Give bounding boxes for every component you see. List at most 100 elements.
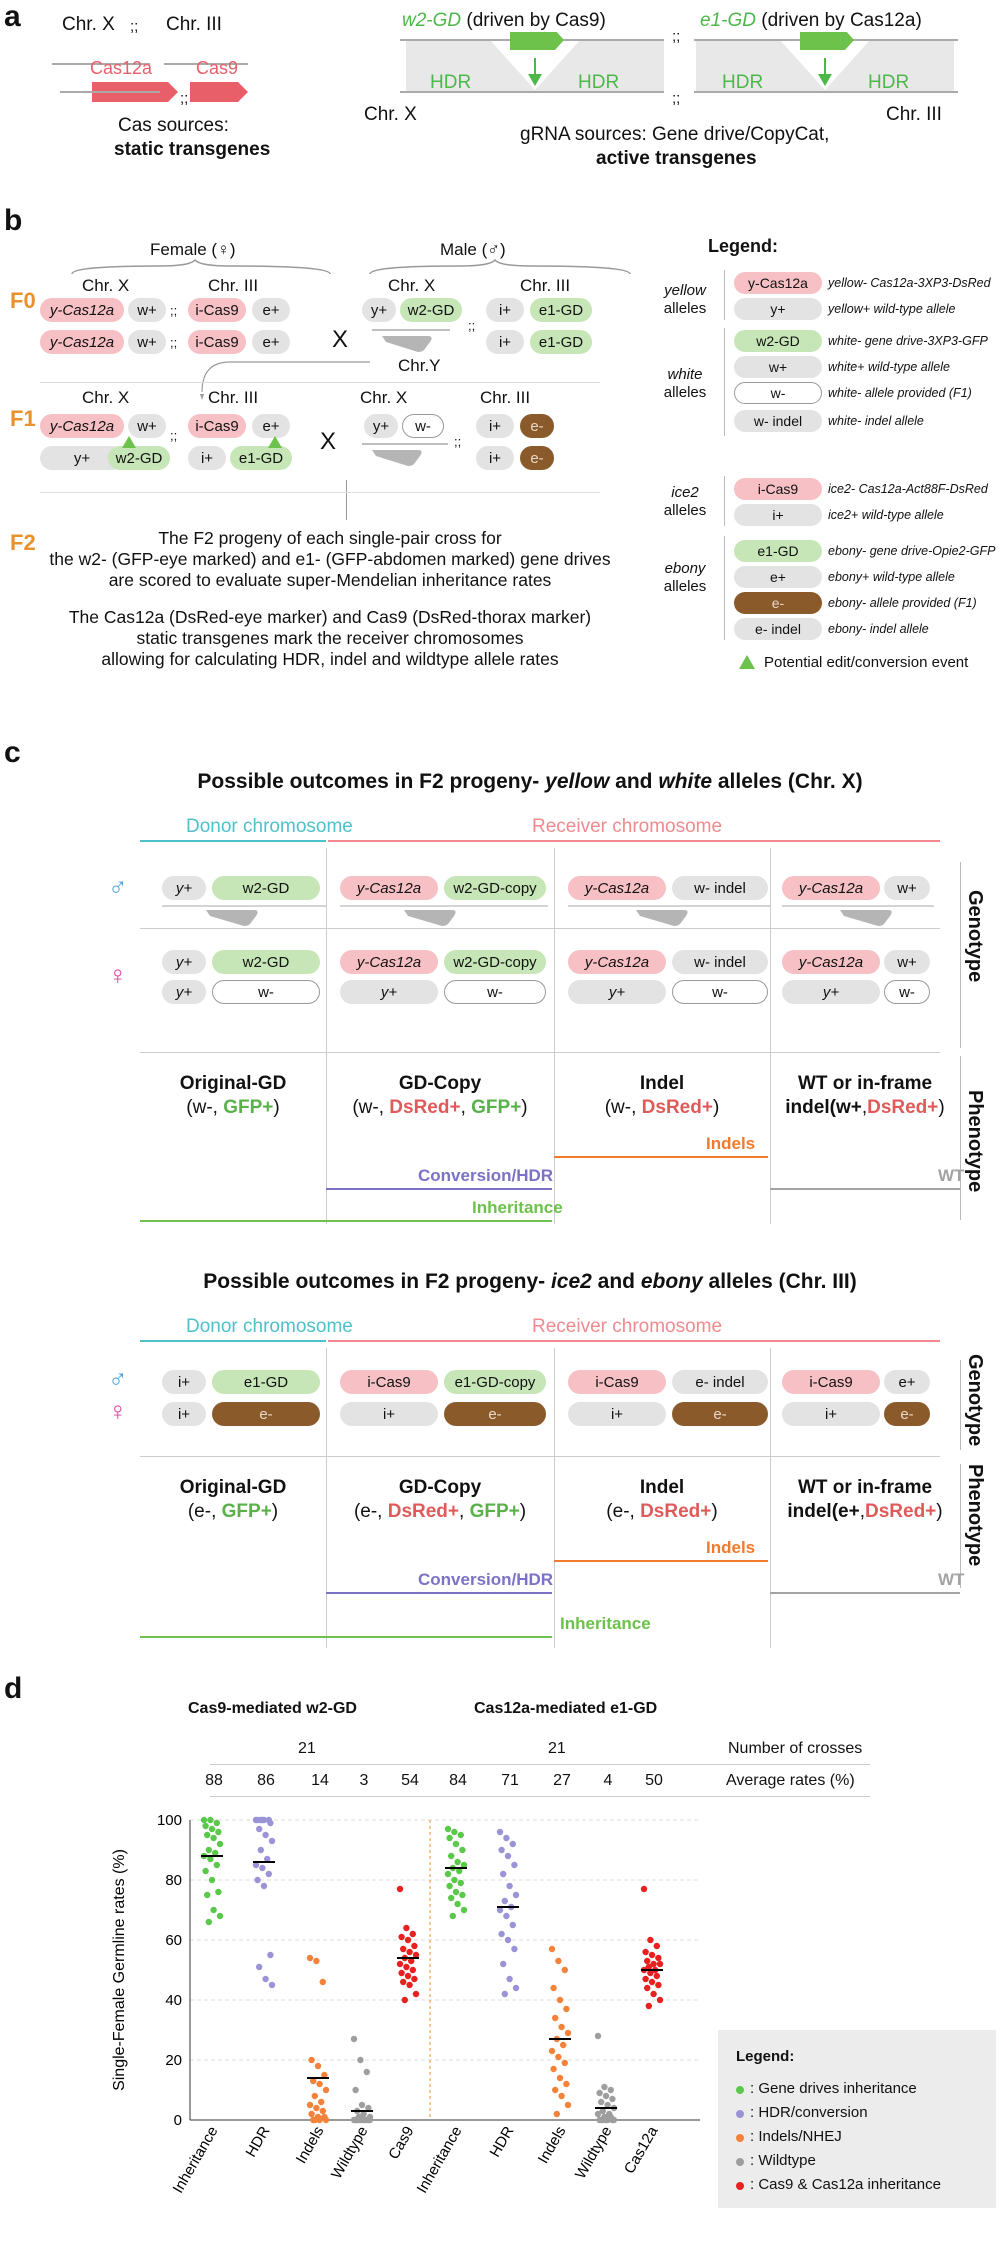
c2-f-e-minus-2: e-	[444, 1402, 546, 1426]
c2-pheno-wt: WT or in-frame indel(e+,DsRed+)	[770, 1476, 960, 1524]
c2-wt-title-1: WT or in-frame	[797, 1477, 933, 1498]
d-point-4-11	[396, 1960, 404, 1968]
c1-y-chromosomes	[162, 905, 934, 926]
d-point-9-17	[644, 1984, 651, 1992]
c2-inherit-bar	[140, 1636, 552, 1638]
d-point-1-8	[268, 1837, 276, 1845]
d-legend-label-4: : Cas9 & Cas12a inheritance	[750, 2176, 941, 2193]
d-point-5-11	[444, 1870, 452, 1878]
c2-indels-label: Indels	[706, 1538, 756, 1557]
d-point-7-11	[548, 2047, 556, 2055]
c2-pheno-copy: GD-Copy (e-, DsRed+, GFP+)	[326, 1476, 554, 1524]
b-f2-text-3: are scored to evaluate super-Mendelian i…	[108, 570, 552, 590]
d-point-4-17	[400, 1978, 407, 1986]
d-point-1-18	[262, 1975, 269, 1983]
c-title-2-post: alleles (Chr. III)	[702, 1270, 857, 1293]
a-gd-constructs	[400, 32, 958, 93]
b-f0-chr-iii: Chr. III	[208, 276, 259, 295]
c1-grid	[140, 848, 962, 1224]
panel-label-c: c	[4, 736, 21, 769]
b-f1-chr-x: Chr. X	[82, 388, 130, 407]
b-legend-desc-4: white- allele provided (F1)	[828, 386, 972, 400]
c1-f-w2gd-copy: w2-GD-copy	[444, 950, 546, 974]
d-point-1-14	[254, 1876, 261, 1884]
d-avg-rate-6: 71	[501, 1772, 519, 1789]
d-ytick-1: 20	[165, 2052, 182, 2069]
b-f1-y-shape	[362, 443, 448, 466]
w2gd-rest: (driven by Cas9)	[466, 10, 606, 31]
a-grna-2: active transgenes	[596, 148, 757, 169]
d-avg-rate-2: 14	[311, 1772, 329, 1789]
cat-ice2-alleles: alleles	[663, 502, 707, 519]
d-avg-rate-9: 50	[645, 1772, 663, 1789]
d-point-5-5	[459, 1846, 466, 1854]
d-xtick-0: Inheritance	[170, 2124, 222, 2197]
d-point-6-2	[509, 1840, 516, 1848]
d-point-8-7	[604, 2101, 611, 2109]
d-point-1-10	[264, 1855, 271, 1863]
c2-f-i-plus-3: i+	[568, 1402, 666, 1426]
c2-conv-bar	[326, 1592, 552, 1594]
b-f0-label: F0	[10, 288, 36, 313]
b-f0-to-f1-arrow	[200, 361, 370, 400]
d-point-6-8	[512, 1891, 520, 1899]
c2-inherit-label: Inheritance	[560, 1614, 651, 1633]
d-point-9-6	[644, 1957, 651, 1965]
c1-pheno-copy: GD-Copy (w-, DsRed+, GFP+)	[326, 1072, 554, 1120]
d-xtick-7: Indels	[535, 2124, 570, 2167]
c1-orig-p1: GFP+	[223, 1097, 274, 1118]
b-legend-desc-7: ice2+ wild-type allele	[828, 508, 944, 522]
d-point-2-8	[322, 2086, 330, 2094]
d-point-9-9	[645, 1963, 652, 1971]
b-legend-pill-9: e+	[734, 566, 822, 588]
c1-donor-label: Donor chromosome	[186, 816, 353, 837]
c2-pheno-orig: Original-GD (e-, GFP+)	[140, 1476, 326, 1524]
d-point-0-15	[208, 1876, 216, 1884]
c1-indel-p2: )	[712, 1097, 720, 1118]
d-point-7-19	[564, 2101, 572, 2109]
d-point-0-12	[207, 1855, 214, 1863]
d-point-0-7	[210, 1834, 217, 1842]
b-chr-y-shape	[372, 329, 450, 352]
d-point-0-5	[215, 1828, 222, 1836]
b-f1-m-i-plus-1: i+	[476, 414, 514, 438]
c-title-1-pre: Possible outcomes in F2 progeny-	[197, 770, 546, 793]
d-point-5-20	[449, 1912, 456, 1920]
c1-copy-p1: DsRed+	[389, 1097, 461, 1118]
c2-copy-p4: )	[519, 1501, 527, 1522]
d-point-7-7	[558, 2023, 565, 2031]
c1-f-y-cas12a-2: y-Cas12a	[340, 950, 438, 974]
b-legend-pill-1: y+	[734, 298, 822, 320]
c1-genotype-label: Genotype	[964, 890, 986, 983]
d-point-3-19	[366, 2116, 374, 2124]
c2-grid	[140, 1348, 962, 1648]
d-legend-label-3: : Wildtype	[750, 2152, 816, 2169]
d-point-2-2	[319, 1978, 326, 1986]
d-point-5-15	[452, 1888, 460, 1896]
d-point-7-18	[558, 2092, 565, 2100]
d-ytick-5: 100	[157, 1812, 182, 1829]
d-legend-label-0: : Gene drives inheritance	[750, 2080, 917, 2097]
c-title-1-mid: and	[609, 770, 659, 793]
c1-f-y-cas12a-3: y-Cas12a	[568, 950, 666, 974]
cat-ebony-name: ebony	[664, 560, 706, 577]
d-point-1-9	[257, 1846, 264, 1854]
d-point-2-19	[322, 2116, 330, 2124]
c1-wt-p3: )	[938, 1097, 945, 1118]
d-avg-rate-8: 4	[603, 1772, 613, 1789]
cat-yellow-name: yellow	[664, 282, 706, 299]
c1-wt-bar	[770, 1188, 960, 1190]
d-point-0-4	[208, 1825, 216, 1833]
d-point-9-18	[650, 1990, 657, 1998]
c-title-1-post: alleles (Chr. X)	[712, 770, 863, 793]
d-point-9-5	[655, 1954, 662, 1962]
b-legend-desc-5: white- indel allele	[828, 414, 924, 428]
c1-pheno-wt: WT or in-frame indel(w+,DsRed+)	[770, 1072, 960, 1120]
c1-f-y-cas12a-4: y-Cas12a	[782, 950, 880, 974]
b-f2-text-block: The F2 progeny of each single-pair cross…	[40, 528, 620, 670]
d-point-6-6	[500, 1870, 507, 1878]
d-point-9-7	[650, 1960, 657, 1968]
b-f2-text-5: static transgenes mark the receiver chro…	[136, 628, 524, 648]
b-f0-m-chr-x: Chr. X	[388, 276, 436, 295]
c1-copy-p2: ,	[460, 1097, 472, 1118]
